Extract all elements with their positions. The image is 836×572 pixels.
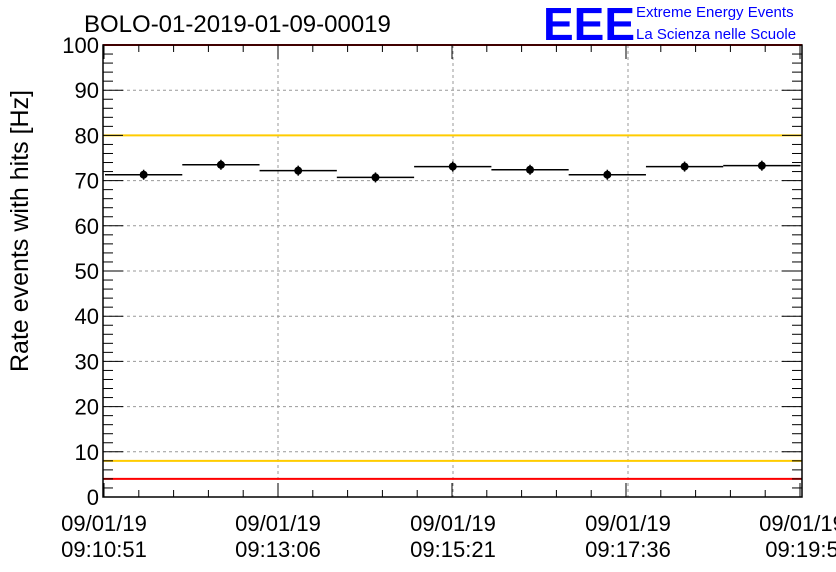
x-tick-label-date: 09/01/19	[61, 511, 147, 536]
y-tick-label: 40	[75, 304, 99, 329]
y-tick-label: 100	[62, 33, 99, 58]
x-tick-label-time: 09:13:06	[235, 537, 321, 562]
x-tick-label-time: 09:17:36	[585, 537, 671, 562]
y-tick-label: 80	[75, 123, 99, 148]
eee-logo-line2: La Scienza nelle Scuole	[636, 26, 796, 43]
y-axis-label: Rate events with hits [Hz]	[6, 90, 34, 372]
y-tick-label: 30	[75, 349, 99, 374]
y-tick-label: 10	[75, 440, 99, 465]
chart-title: BOLO-01-2019-01-09-00019	[84, 11, 391, 38]
x-tick-label-time: 09:10:51	[61, 537, 147, 562]
x-tick-label-date: 09/01/19	[235, 511, 321, 536]
data-point	[757, 161, 766, 170]
data-point	[603, 170, 612, 179]
y-tick-label: 0	[87, 485, 99, 510]
data-point	[371, 173, 380, 182]
eee-logo-line1: Extreme Energy Events	[636, 4, 794, 21]
x-tick-label-date: 09/01/19	[759, 511, 836, 536]
x-tick-label-date: 09/01/19	[585, 511, 671, 536]
y-tick-label: 20	[75, 395, 99, 420]
data-point	[448, 162, 457, 171]
y-tick-label: 70	[75, 169, 99, 194]
grid-lines	[103, 45, 802, 497]
data-point	[526, 165, 535, 174]
y-tick-labels: 0 10 20 30 40 50 60 70 80 90 100	[62, 33, 99, 510]
x-tick-label-time: 09:15:21	[410, 537, 496, 562]
x-tick-labels: 09/01/1909:10:5109/01/1909:13:0609/01/19…	[61, 511, 836, 562]
x-tick-label-time: 09:19:5	[765, 537, 836, 562]
eee-logo-mark: EEE	[543, 0, 635, 50]
data-points	[105, 159, 801, 183]
eee-logo: EEE Extreme Energy Events La Scienza nel…	[543, 0, 796, 50]
y-tick-label: 90	[75, 78, 99, 103]
data-point	[680, 162, 689, 171]
x-tick-label-date: 09/01/19	[410, 511, 496, 536]
data-point	[216, 160, 225, 169]
data-point	[294, 166, 303, 175]
axis-ticks	[103, 44, 802, 498]
y-tick-label: 50	[75, 259, 99, 284]
y-tick-label: 60	[75, 214, 99, 239]
data-point	[139, 170, 148, 179]
